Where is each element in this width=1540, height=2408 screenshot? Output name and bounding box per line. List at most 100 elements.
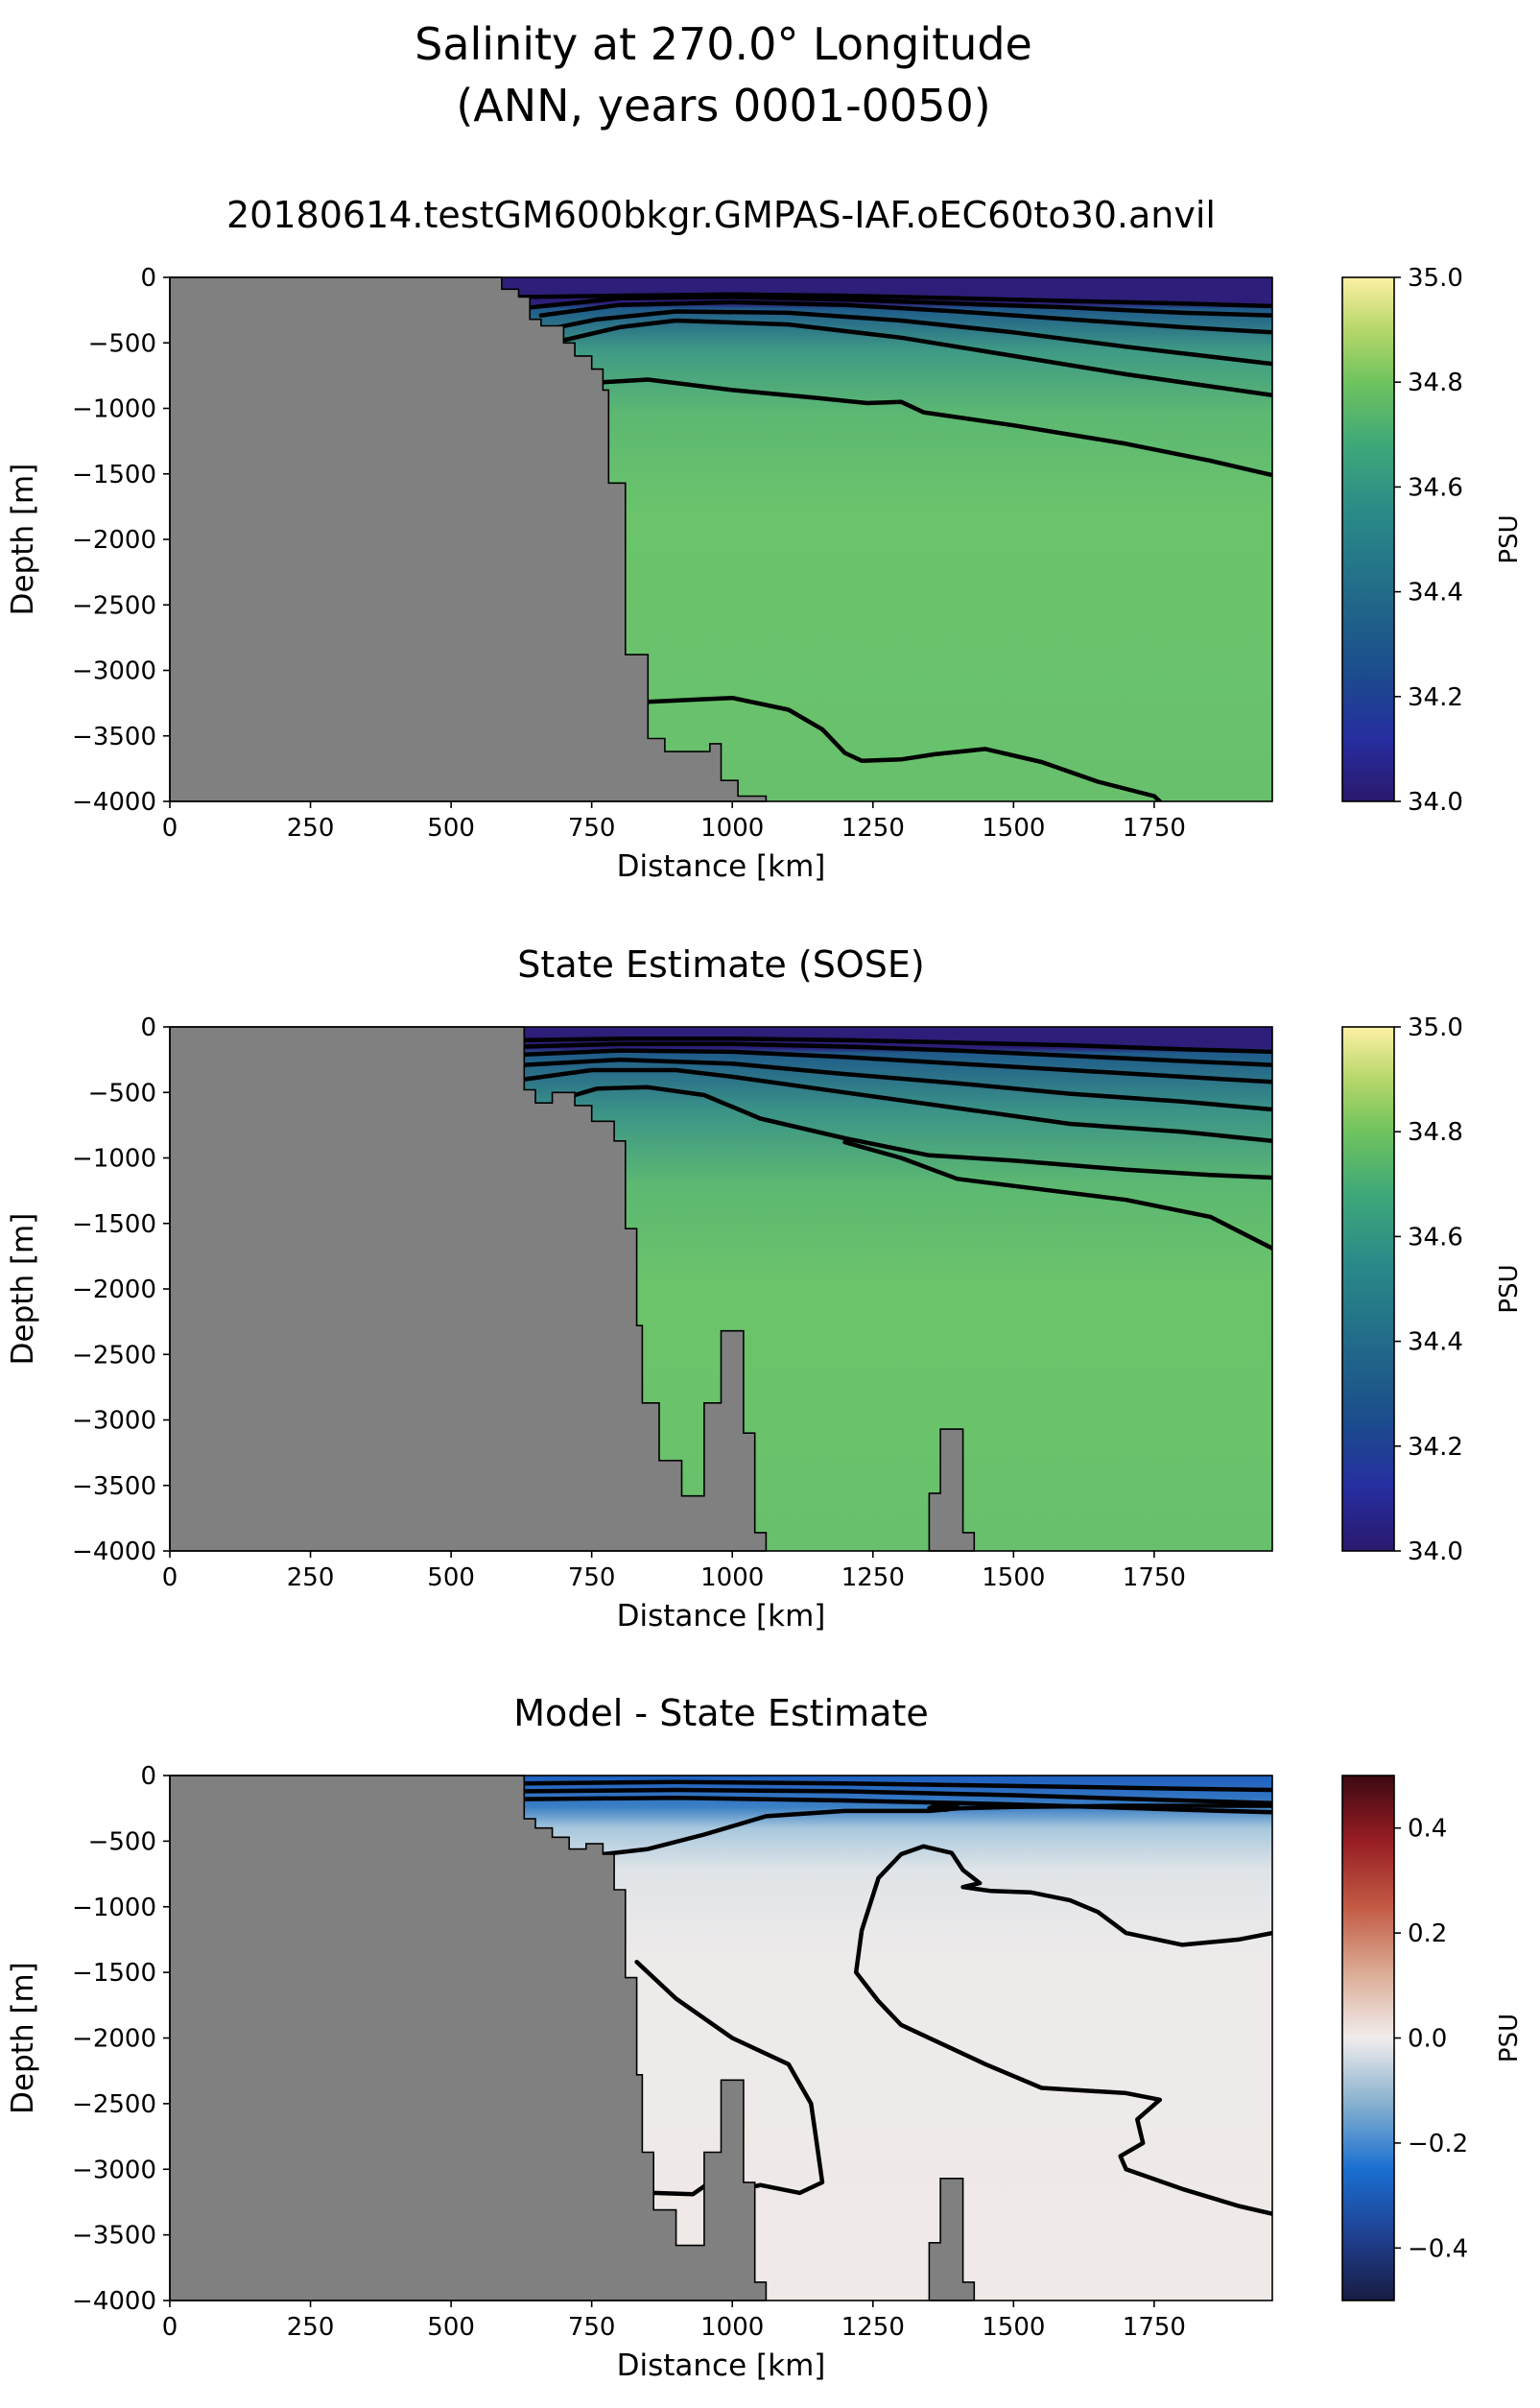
y-axis-label: Depth [m] — [6, 1962, 40, 2114]
seamount — [928, 1428, 976, 1552]
y-tick-label: −2000 — [72, 2025, 156, 2054]
x-tick-label: 1000 — [700, 1563, 764, 1592]
colorbar-tick-label: 34.0 — [1408, 788, 1463, 817]
colorbar-tick-label: 34.8 — [1408, 369, 1463, 397]
figure-title-line2: (ANN, years 0001-0050) — [456, 80, 990, 131]
colorbar-label: PSU — [1495, 514, 1524, 563]
y-tick-label: −500 — [88, 1079, 156, 1108]
contour-line — [522, 1041, 1272, 1067]
contour-line — [561, 318, 1272, 398]
y-tick-label: −1500 — [72, 1210, 156, 1239]
colorbar-tick-label: 34.2 — [1408, 683, 1463, 712]
y-tick-label: −2500 — [72, 1341, 156, 1370]
contour-line — [538, 299, 1272, 335]
contour-line — [853, 1844, 1272, 2028]
panel-3: Model - State Estimate 0 250 500 750 1000 1250… — [6, 1692, 1524, 2383]
colorbar-label: PSU — [1495, 1264, 1524, 1313]
x-tick-label: 1750 — [1123, 1563, 1186, 1592]
y-tick-label: −4000 — [72, 1538, 156, 1566]
contour-line — [646, 695, 1163, 801]
x-axis-label: Distance [km] — [617, 1599, 826, 1633]
colorbar-tick-label: 0.4 — [1408, 1815, 1447, 1844]
y-tick-label: −3000 — [72, 2156, 156, 2184]
contour-line — [572, 1085, 1272, 1180]
colorbar — [1341, 1775, 1395, 2301]
x-tick-label: 750 — [568, 1563, 616, 1592]
contour-line — [601, 1803, 1272, 1857]
x-tick-label: 750 — [568, 2313, 616, 2342]
x-tick-label: 0 — [162, 814, 178, 843]
colorbar-tick-label: −0.4 — [1408, 2234, 1468, 2263]
land-mask — [169, 1775, 768, 2301]
contour-line — [522, 1787, 1272, 1805]
y-tick-label: −2500 — [72, 2090, 156, 2119]
x-tick-label: 1000 — [700, 814, 764, 843]
contour-line — [601, 377, 1272, 478]
y-tick-label: −500 — [88, 329, 156, 358]
contour-line — [898, 2022, 1272, 2216]
x-tick-label: 1000 — [700, 2313, 764, 2342]
colorbar-tick-label: 34.0 — [1408, 1538, 1463, 1566]
colorbar — [1341, 1026, 1395, 1552]
colorbar-tick-label: 34.6 — [1408, 1223, 1463, 1252]
x-tick-label: 0 — [162, 1563, 178, 1592]
panel-title: State Estimate (SOSE) — [517, 943, 924, 986]
y-tick-label: −3500 — [72, 1472, 156, 1501]
y-tick-label: −2500 — [72, 591, 156, 620]
x-tick-label: 500 — [427, 814, 475, 843]
x-tick-label: 1250 — [841, 2313, 905, 2342]
contour-line — [522, 1779, 1272, 1793]
y-tick-label: −3000 — [72, 1407, 156, 1436]
colorbar-tick-label: 34.6 — [1408, 473, 1463, 502]
x-tick-label: 250 — [287, 1563, 335, 1592]
y-tick-label: −3000 — [72, 657, 156, 686]
contour-line — [522, 1037, 1272, 1055]
contour-line — [651, 2183, 707, 2197]
colorbar-tick-label: 0.2 — [1408, 1919, 1447, 1948]
contour-line — [522, 1057, 1272, 1112]
seamount — [928, 2178, 976, 2301]
panel-title: Model - State Estimate — [513, 1692, 928, 1734]
colorbar-tick-label: −0.2 — [1408, 2130, 1468, 2158]
x-tick-label: 500 — [427, 1563, 475, 1592]
colorbar-tick-label: 35.0 — [1408, 264, 1463, 293]
colorbar-tick-label: 34.2 — [1408, 1433, 1463, 1462]
y-tick-label: −1000 — [72, 1145, 156, 1174]
panel-title: 20180614.testGM600bkgr.GMPAS-IAF.oEC60to… — [226, 194, 1216, 236]
y-tick-label: −3500 — [72, 723, 156, 751]
contour-line — [522, 1067, 1272, 1144]
x-tick-label: 1500 — [982, 1563, 1045, 1592]
x-tick-label: 1750 — [1123, 814, 1186, 843]
y-tick-label: −1500 — [72, 461, 156, 489]
x-tick-label: 0 — [162, 2313, 178, 2342]
x-tick-label: 1750 — [1123, 2313, 1186, 2342]
contour-line — [527, 295, 1272, 318]
x-tick-label: 750 — [568, 814, 616, 843]
contour-line — [516, 292, 1272, 309]
colorbar-tick-label: 0.0 — [1408, 2025, 1447, 2054]
y-tick-label: −4000 — [72, 2287, 156, 2316]
y-tick-label: −500 — [88, 1827, 156, 1856]
y-tick-label: 0 — [140, 264, 156, 293]
contour-line — [842, 1139, 1272, 1251]
x-axis-label: Distance [km] — [617, 849, 826, 884]
x-tick-label: 1250 — [841, 1563, 905, 1592]
y-tick-label: −3500 — [72, 2222, 156, 2251]
contour-line — [634, 1959, 825, 2196]
y-tick-label: −4000 — [72, 788, 156, 817]
y-axis-label: Depth [m] — [6, 1213, 40, 1366]
figure-title-line1: Salinity at 270.0° Longitude — [415, 18, 1032, 70]
x-axis-label: Distance [km] — [617, 2348, 826, 2383]
colorbar-tick-label: 34.4 — [1408, 579, 1463, 608]
x-tick-label: 500 — [427, 2313, 475, 2342]
land-mask — [169, 276, 768, 802]
contour-lines — [522, 1779, 1272, 2216]
y-tick-label: −1500 — [72, 1959, 156, 1988]
y-tick-label: 0 — [140, 1013, 156, 1042]
contour-line — [522, 1795, 1272, 1815]
x-tick-label: 1500 — [982, 814, 1045, 843]
x-tick-label: 1500 — [982, 2313, 1045, 2342]
y-axis-label: Depth [m] — [6, 464, 40, 616]
x-tick-label: 250 — [287, 814, 335, 843]
